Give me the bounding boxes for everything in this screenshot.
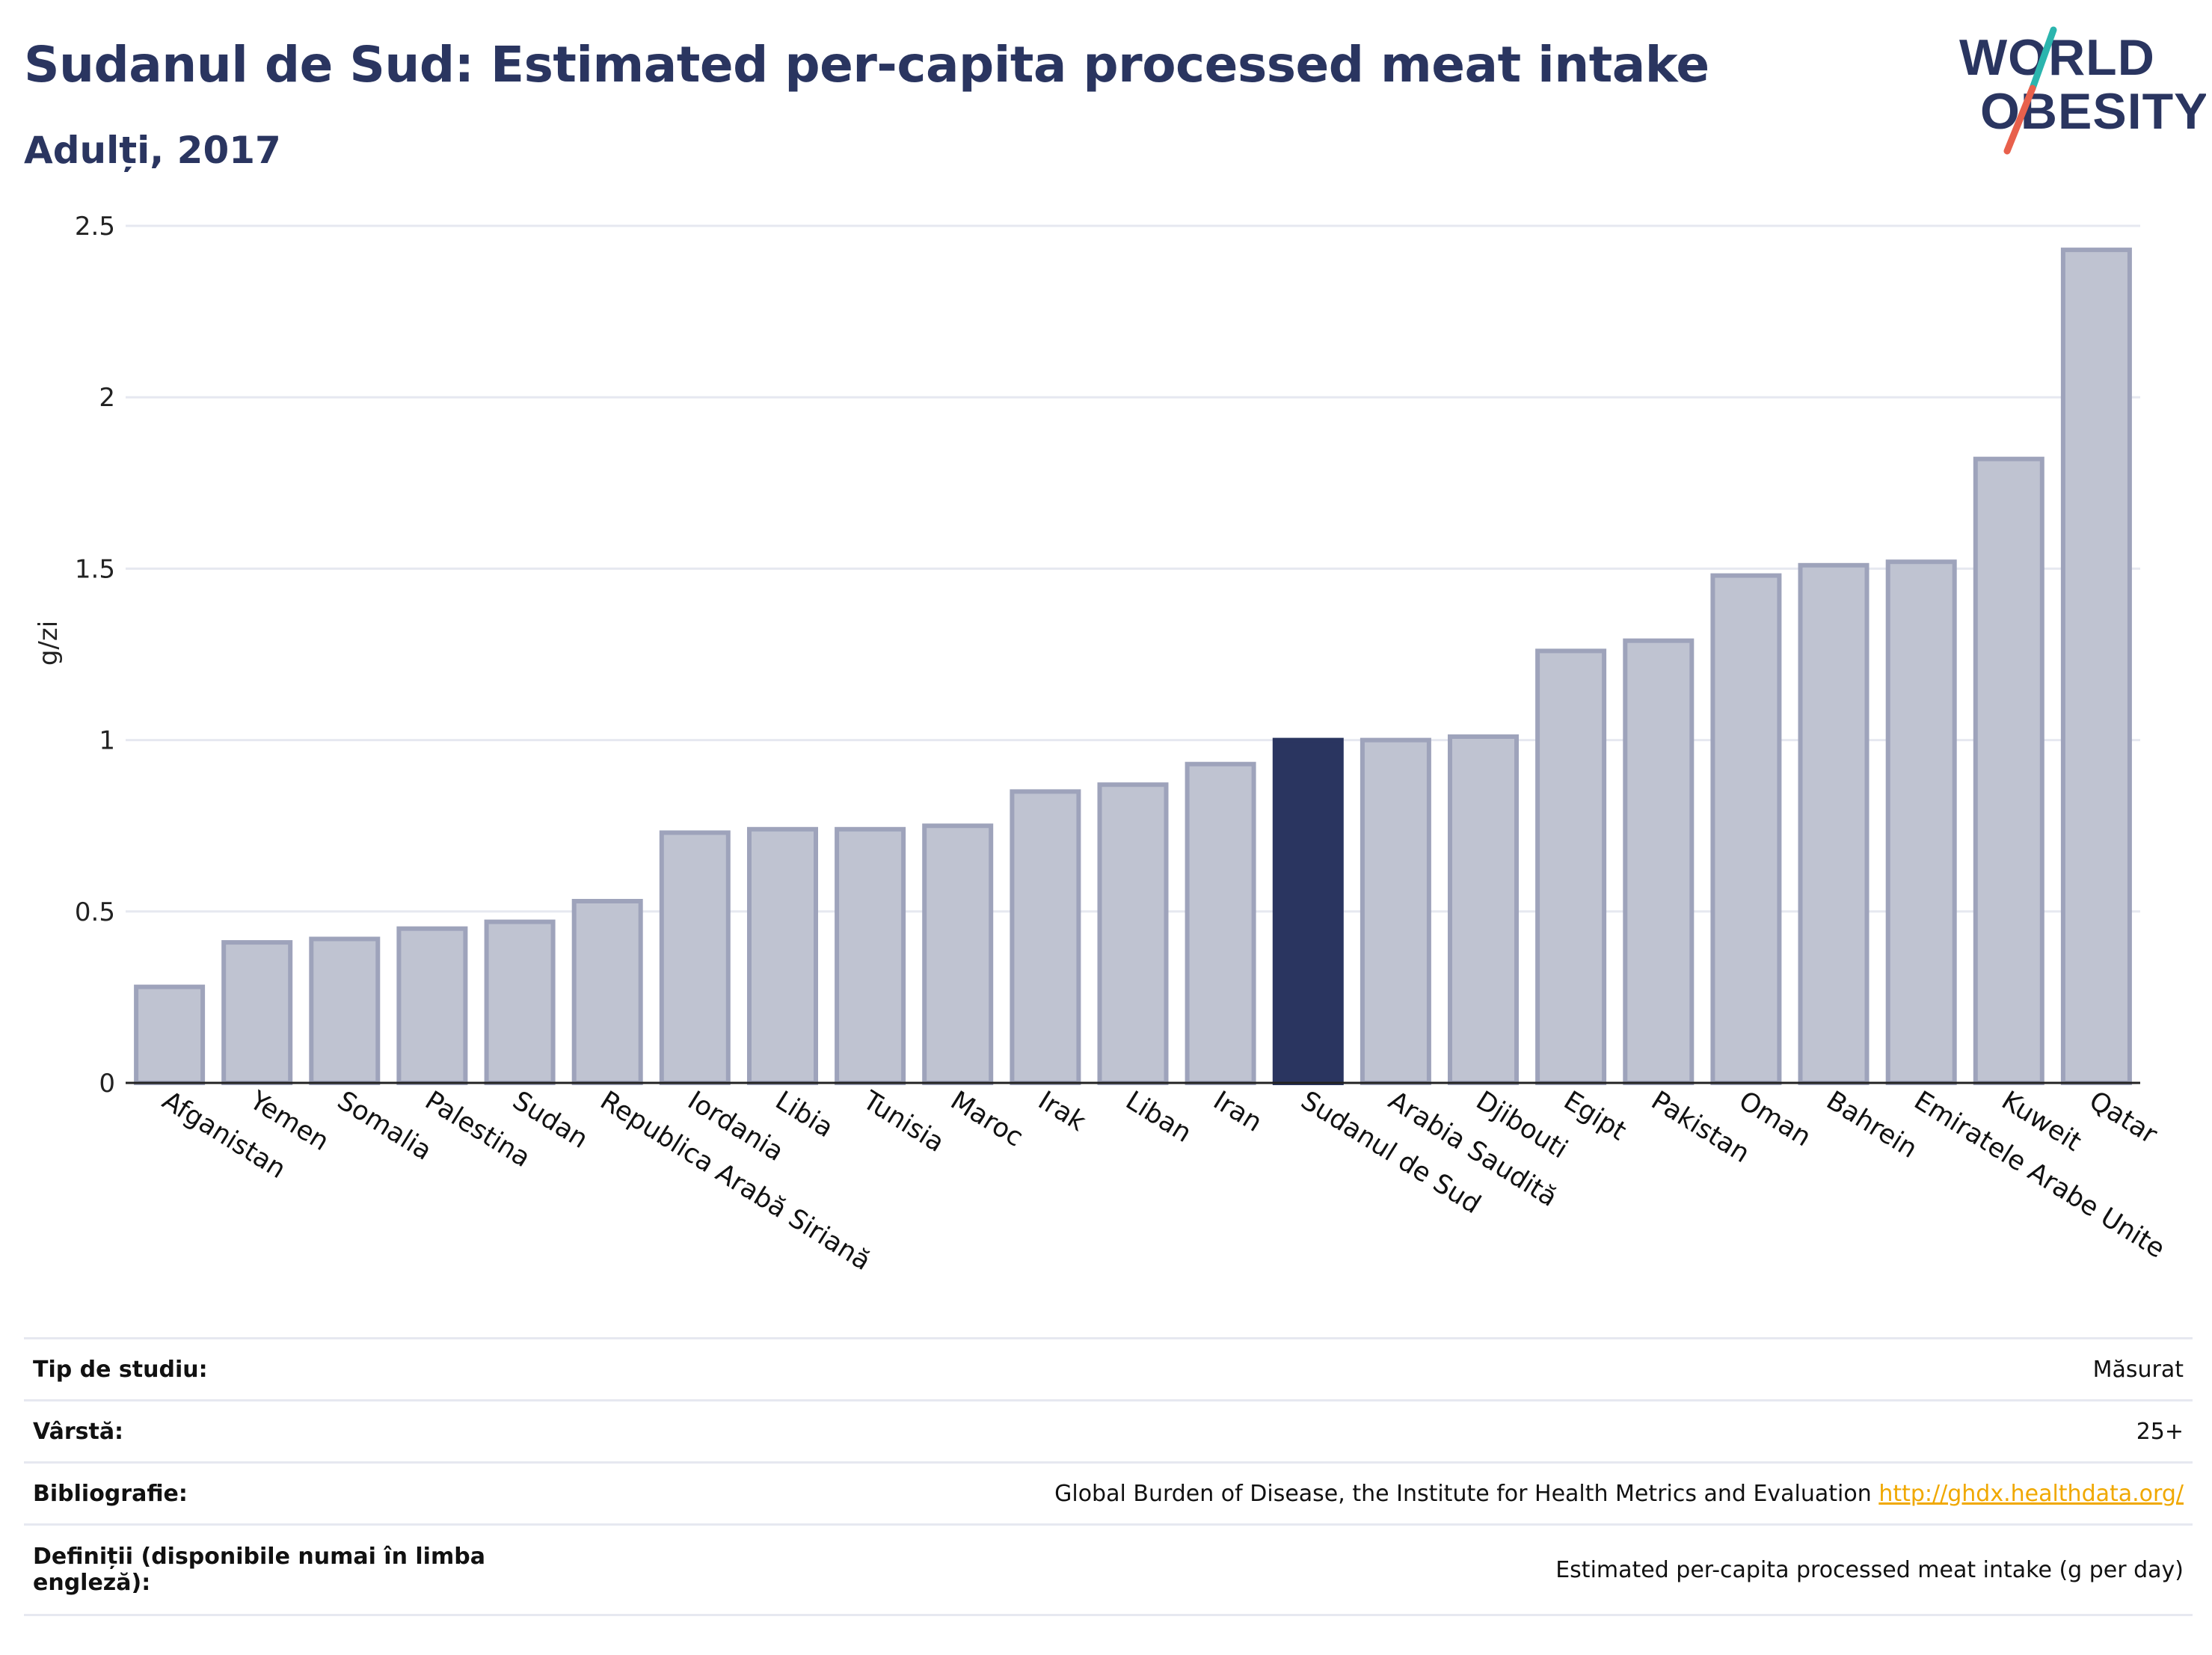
bibliography-link[interactable]: http://ghdx.healthdata.org/ xyxy=(1878,1480,2184,1507)
bar xyxy=(2060,248,2132,1086)
x-tick-label: Tunisia xyxy=(857,1085,949,1158)
bar xyxy=(484,919,556,1085)
chart-title: Sudanul de Sud: Estimated per-capita pro… xyxy=(24,36,1709,93)
bar xyxy=(835,826,906,1086)
bar xyxy=(396,926,468,1085)
logo-slash-red xyxy=(2003,85,2036,155)
info-value: 25+ xyxy=(2136,1418,2184,1445)
bar-highlighted xyxy=(1272,737,1344,1085)
info-value: Global Burden of Disease, the Institute … xyxy=(520,1463,2193,1525)
info-table: Tip de studiu: Măsurat Vârstă: 25+ Bibli… xyxy=(24,1337,2193,1616)
x-tick-label: Maroc xyxy=(945,1086,1028,1153)
bars xyxy=(134,248,2132,1086)
x-tick-label: Irak xyxy=(1033,1086,1091,1138)
info-value: Estimated per-capita processed meat inta… xyxy=(1555,1556,2184,1583)
world-obesity-logo: WORLD OBESITY xyxy=(1959,26,2206,155)
bar-chart: 0 0.5 1 1.5 2 2.5 AfganistanYemenSomaliaPales… xyxy=(34,212,2170,1277)
bar xyxy=(221,940,293,1085)
y-tick-label: 1 xyxy=(99,726,115,756)
bar xyxy=(571,899,643,1085)
bibliography-text: Global Burden of Disease, the Institute … xyxy=(1054,1480,1872,1507)
x-tick-label: Libia xyxy=(770,1086,838,1144)
bar xyxy=(1185,761,1256,1085)
bar xyxy=(1885,559,1957,1085)
x-tick-label: Liban xyxy=(1120,1086,1196,1149)
bar xyxy=(1010,789,1081,1086)
x-tick-label: Iran xyxy=(1208,1086,1267,1138)
info-row-bibliography: Bibliografie: Global Burden of Disease, … xyxy=(24,1462,2193,1525)
bar xyxy=(309,936,381,1085)
bar xyxy=(1097,782,1169,1085)
bar xyxy=(747,826,818,1086)
y-tick-label: 2.5 xyxy=(75,212,115,242)
y-tick-label: 0 xyxy=(99,1069,115,1099)
bar xyxy=(1535,648,1607,1085)
x-tick-label: Pakistan xyxy=(1646,1086,1754,1170)
x-tick-label: Somalia xyxy=(332,1086,437,1167)
bar xyxy=(134,984,206,1085)
bar xyxy=(1710,573,1782,1085)
info-value: Măsurat xyxy=(2092,1356,2184,1383)
info-label: Tip de studiu: xyxy=(33,1356,208,1383)
x-tick-label: Bahrein xyxy=(1821,1086,1922,1164)
y-tick-label: 1.5 xyxy=(75,554,115,584)
info-row-age: Vârstă: 25+ xyxy=(24,1400,2193,1463)
bar xyxy=(1623,638,1695,1085)
info-label: Definiții (disponibile numai în limba en… xyxy=(33,1544,485,1596)
chart-subtitle: Adulți, 2017 xyxy=(24,129,281,172)
logo-slash-teal xyxy=(2029,26,2057,92)
bar xyxy=(1448,734,1519,1085)
x-tick-label: Qatar xyxy=(2084,1086,2163,1150)
info-label: Vârstă: xyxy=(33,1418,124,1445)
y-tick-label: 0.5 xyxy=(75,897,115,927)
info-row-definitions: Definiții (disponibile numai în limba en… xyxy=(24,1524,2193,1615)
bar xyxy=(1798,562,1870,1085)
logo-text-world: WORLD xyxy=(1959,29,2155,86)
info-row-study-type: Tip de studiu: Măsurat xyxy=(24,1338,2193,1401)
bar xyxy=(922,823,994,1085)
bar xyxy=(1973,456,2044,1085)
y-axis-label: g/zi xyxy=(34,621,64,666)
y-tick-label: 2 xyxy=(99,383,115,413)
y-tick-labels: 0 0.5 1 1.5 2 2.5 xyxy=(75,212,115,1099)
bar xyxy=(659,830,731,1086)
info-label: Bibliografie: xyxy=(33,1480,188,1507)
bar xyxy=(1360,737,1431,1085)
